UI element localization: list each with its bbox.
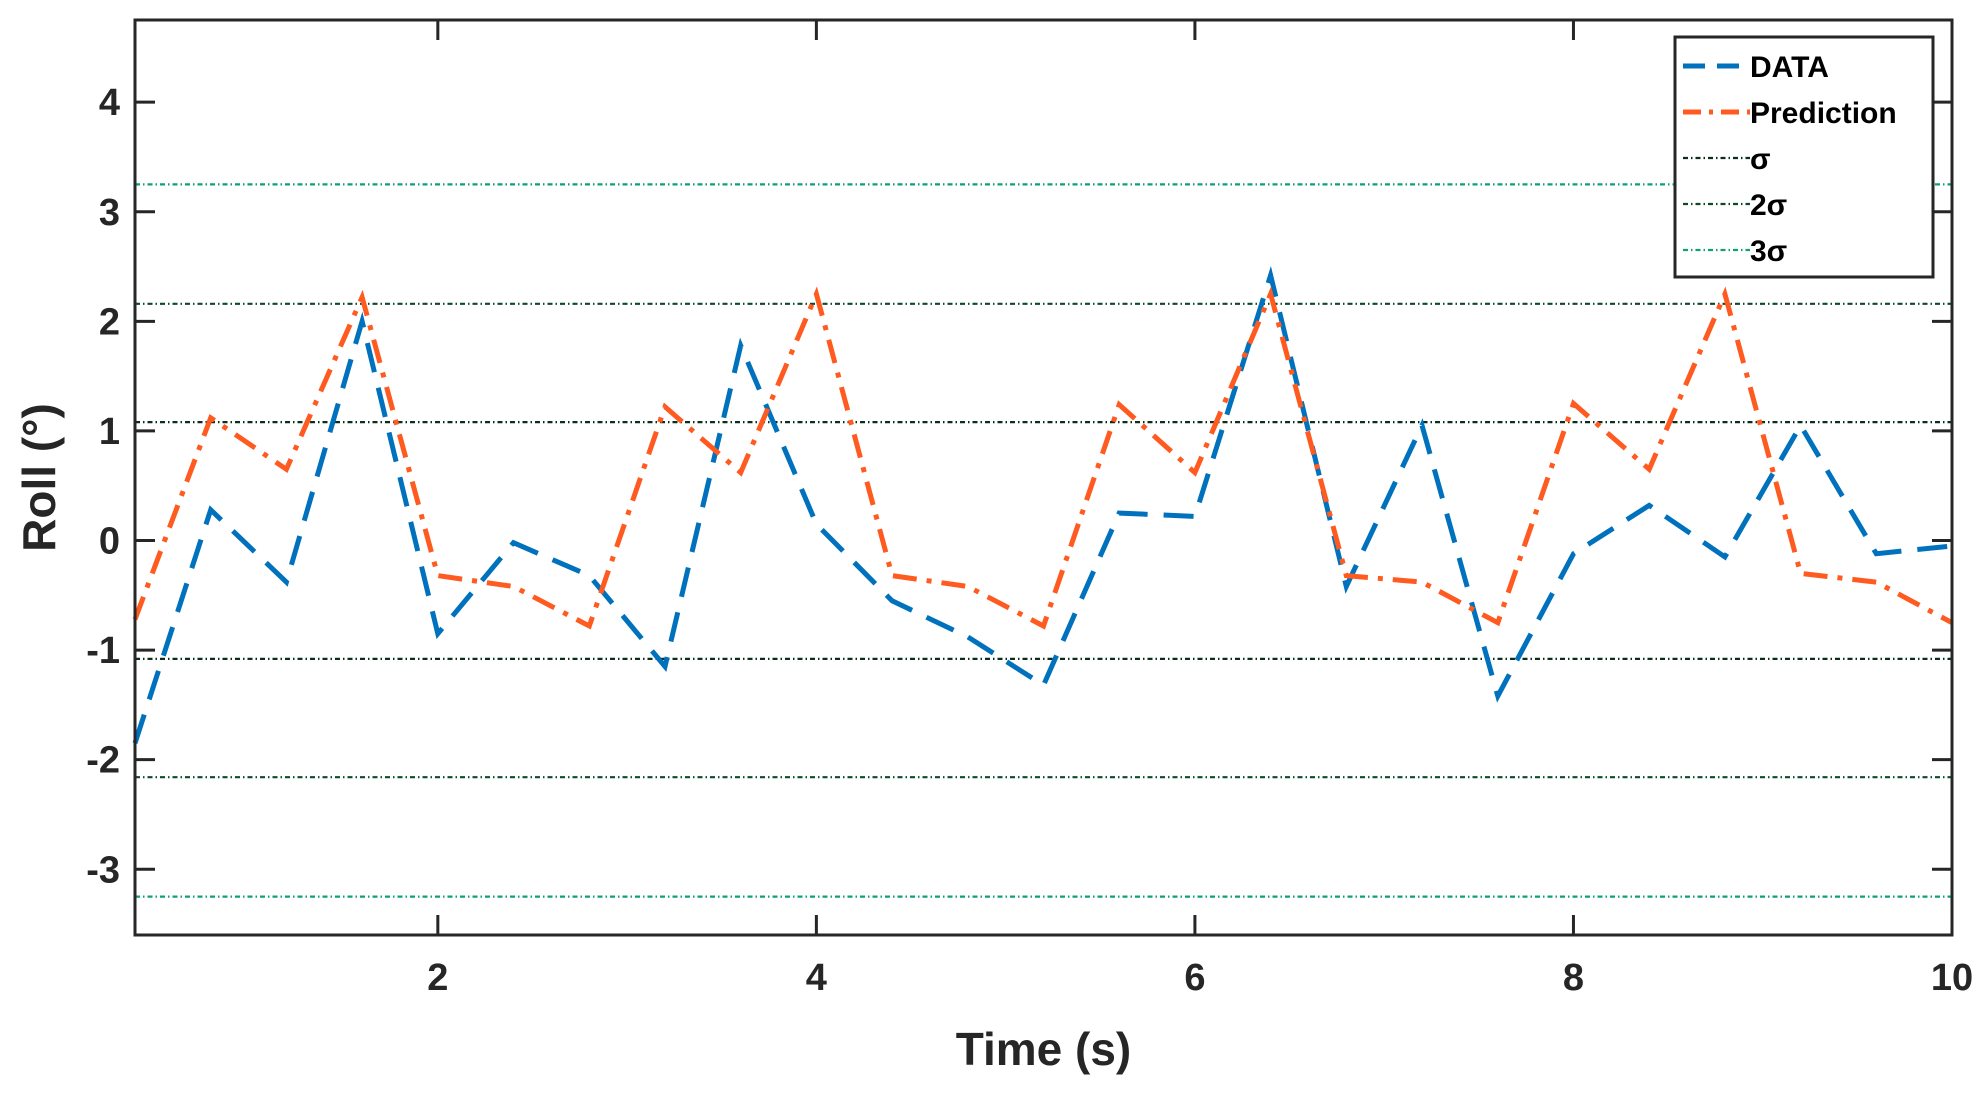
y-tick-label: -1 bbox=[86, 630, 120, 672]
series-line-prediction bbox=[132, 286, 1954, 630]
ticks: 2 4 6 8 10 -3 -2 -1 0 1 2 3 4 bbox=[86, 20, 1973, 999]
y-tick-label: 2 bbox=[99, 301, 120, 343]
y-tick-label: 0 bbox=[99, 521, 120, 563]
y-axis-title: Roll (°) bbox=[13, 403, 65, 552]
series-line-data bbox=[132, 265, 1953, 744]
y-tick-label: -3 bbox=[86, 849, 120, 891]
x-tick-label: 8 bbox=[1563, 957, 1584, 999]
data-series bbox=[132, 265, 1954, 744]
y-tick-label: 3 bbox=[99, 192, 120, 234]
y-tick-label: 4 bbox=[99, 82, 120, 124]
reference-lines bbox=[135, 183, 1952, 898]
axes-box bbox=[133, 18, 1954, 937]
legend-label-data: DATA bbox=[1750, 51, 1829, 84]
x-tick-label: 4 bbox=[806, 957, 827, 999]
x-axis-title: Time (s) bbox=[956, 1023, 1132, 1075]
x-tick-label: 6 bbox=[1184, 957, 1205, 999]
y-tick-label: 1 bbox=[99, 411, 120, 453]
x-tick-label: 2 bbox=[427, 957, 448, 999]
legend-label-2sigma: 2σ bbox=[1750, 189, 1787, 222]
y-tick-label: -2 bbox=[86, 740, 120, 782]
legend: DATA Prediction σ 2σ 3σ bbox=[1673, 35, 1935, 279]
legend-box bbox=[1673, 35, 1935, 279]
x-tick-label: 10 bbox=[1931, 957, 1973, 999]
legend-label-prediction: Prediction bbox=[1750, 97, 1897, 130]
legend-label-sigma: σ bbox=[1750, 143, 1771, 176]
legend-label-3sigma: 3σ bbox=[1750, 235, 1787, 268]
